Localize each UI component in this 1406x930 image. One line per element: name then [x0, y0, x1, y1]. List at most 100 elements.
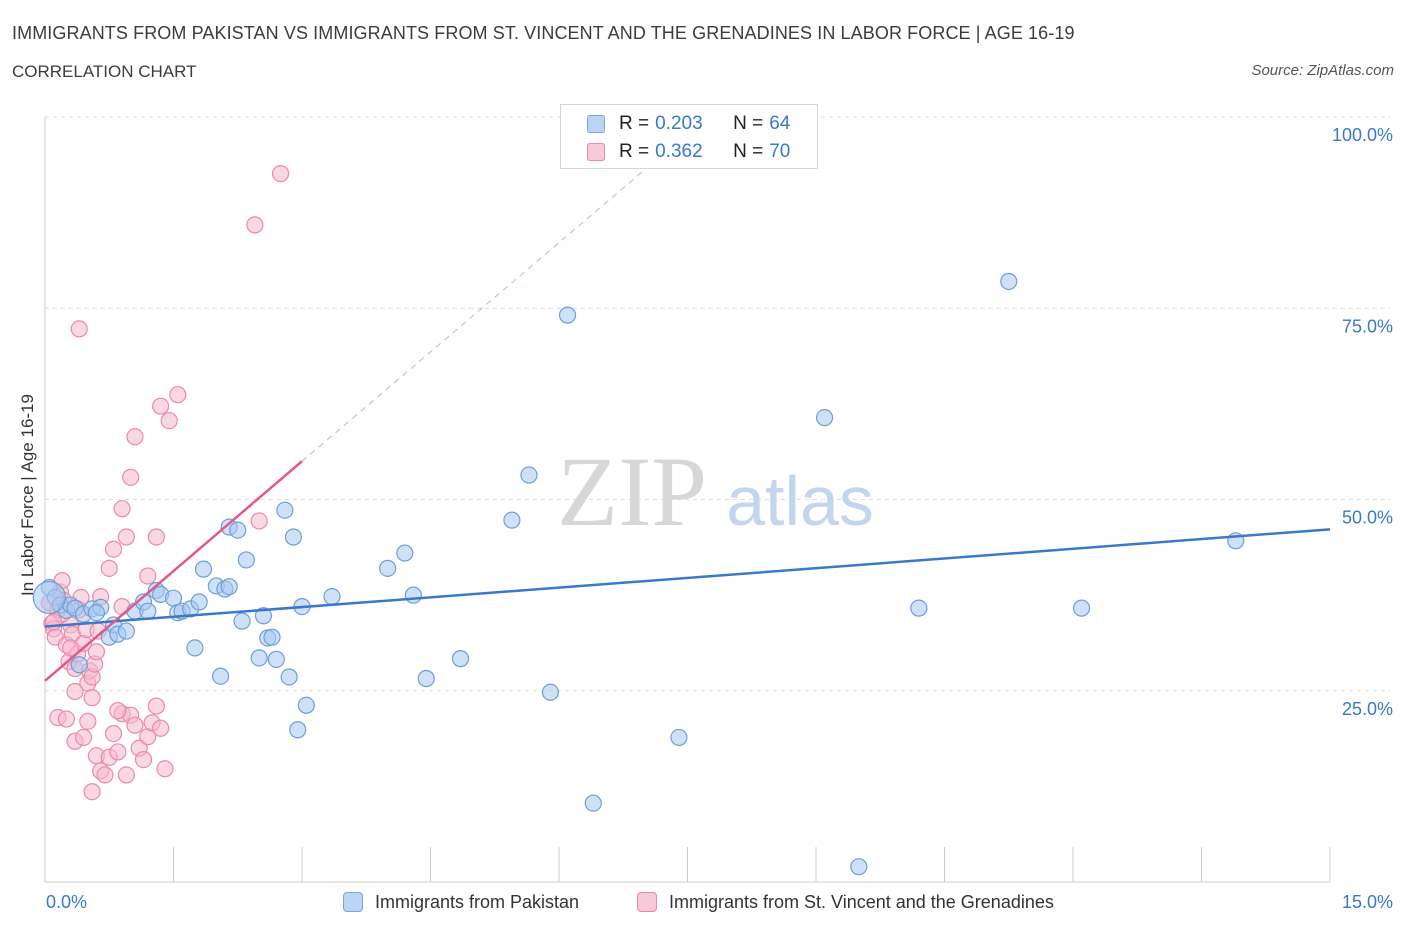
pakistan-point	[229, 521, 247, 539]
n-label: N =	[733, 113, 764, 134]
stvincent-trend-line	[44, 460, 303, 682]
pakistan-point	[276, 501, 294, 519]
tick-labels: 25.0% 50.0% 75.0% 100.0% 0.0% 15.0%	[46, 125, 1393, 912]
stvincent-point	[117, 528, 135, 546]
stvincent-point	[83, 689, 101, 707]
pakistan-point	[117, 622, 135, 640]
stvincent-point	[83, 783, 101, 801]
pakistan-point	[503, 511, 521, 529]
stvincent-legend-swatch	[637, 892, 657, 912]
pakistan-legend-swatch	[343, 892, 363, 912]
chart-subtitle: CORRELATION CHART	[12, 62, 197, 81]
pakistan-point	[237, 551, 255, 569]
pakistan-point	[87, 604, 106, 622]
stvincent-point	[117, 766, 135, 784]
stvincent-point	[139, 567, 157, 585]
chart-title: IMMIGRANTS FROM PAKISTAN VS IMMIGRANTS F…	[12, 23, 1075, 43]
pakistan-point	[254, 607, 273, 625]
stvincent-point	[109, 743, 127, 761]
legend-item-pakistan: Immigrants from Pakistan	[343, 890, 579, 914]
pakistan-point	[1000, 272, 1018, 291]
correlation-legend: R = 0.203 N = 64 R = 0.362 N = 70	[560, 104, 818, 169]
r-label: R =	[619, 113, 650, 134]
x-tick-label: 15.0%	[1342, 892, 1393, 912]
legend-row-pakistan: R = 0.203 N = 64	[587, 112, 790, 136]
x-tick-label: 0.0%	[46, 892, 87, 912]
stvincent-point	[169, 386, 187, 404]
pakistan-swatch	[587, 115, 605, 133]
pakistan-point	[297, 696, 315, 714]
pakistan-point	[520, 466, 538, 484]
legend-row-stvincent: R = 0.362 N = 70	[587, 140, 790, 164]
stvincent-point	[104, 540, 123, 558]
pakistan-point	[250, 649, 268, 667]
pakistan-legend-label: Immigrants from Pakistan	[375, 891, 580, 912]
stvincent-point	[147, 697, 165, 715]
r-value: 0.362	[655, 141, 703, 162]
pakistan-point	[280, 668, 298, 686]
r-label: R =	[619, 141, 650, 162]
n-value: 70	[769, 141, 791, 162]
pakistan-point	[558, 306, 577, 324]
pakistan-point	[417, 669, 435, 688]
pakistan-point	[32, 580, 66, 615]
source-label: Source: ZipAtlas.com	[1251, 62, 1394, 79]
stvincent-point	[250, 512, 268, 530]
pakistan-point	[70, 656, 88, 674]
y-tick-label: 25.0%	[1342, 699, 1393, 719]
r-value: 0.203	[655, 113, 703, 134]
stvincent-point	[66, 682, 84, 701]
pakistan-point	[212, 667, 230, 685]
stvincent-point	[147, 528, 165, 546]
pakistan-point	[186, 639, 204, 657]
stvincent-point	[246, 216, 264, 234]
stvincent-point	[74, 728, 93, 747]
pakistan-point	[910, 599, 928, 617]
stvincent-point	[122, 468, 140, 486]
y-axis-label: In Labor Force | Age 16-19	[18, 394, 37, 596]
stvincent-legend-label: Immigrants from St. Vincent and the Gren…	[669, 891, 1054, 912]
stvincent-point	[79, 712, 97, 730]
stvincent-point	[100, 559, 118, 577]
pakistan-point	[139, 602, 157, 620]
stvincent-trend-extension	[301, 154, 663, 462]
stvincent-point	[160, 412, 178, 430]
stvincent-point	[126, 428, 144, 446]
legend-item-stvincent: Immigrants from St. Vincent and the Gren…	[637, 890, 1054, 914]
stvincent-point	[62, 639, 80, 657]
pakistan-point	[267, 650, 285, 668]
pakistan-point	[190, 593, 208, 611]
stvincent-point	[152, 719, 170, 737]
stvincent-point	[126, 716, 144, 734]
pakistan-point	[451, 650, 470, 668]
stvincent-points	[40, 165, 290, 801]
axes	[44, 117, 1331, 883]
pakistan-point	[404, 586, 422, 604]
trend-lines	[44, 154, 1331, 682]
stvincent-point	[109, 702, 127, 720]
pakistan-point	[220, 578, 238, 596]
stvincent-point	[113, 500, 131, 518]
pakistan-point	[584, 794, 602, 812]
pakistan-point	[379, 559, 397, 577]
pakistan-point	[289, 721, 307, 739]
pakistan-point	[233, 612, 251, 630]
pakistan-point	[284, 528, 303, 546]
stvincent-point	[57, 710, 76, 728]
n-value: 64	[769, 113, 791, 134]
pakistan-point	[815, 409, 834, 427]
y-tick-label: 50.0%	[1342, 508, 1393, 528]
stvincent-point	[104, 724, 123, 743]
stvincent-point	[156, 760, 174, 778]
y-tick-label: 75.0%	[1342, 316, 1393, 336]
stvincent-point	[96, 766, 114, 784]
stvincent-point	[152, 397, 170, 415]
n-label: N =	[733, 141, 764, 162]
pakistan-point	[396, 544, 414, 562]
stvincent-point	[70, 320, 88, 338]
pakistan-point	[263, 628, 281, 646]
stvincent-point	[134, 750, 153, 769]
grid-lines	[45, 116, 1390, 692]
watermark-zip: ZIP	[557, 436, 707, 547]
